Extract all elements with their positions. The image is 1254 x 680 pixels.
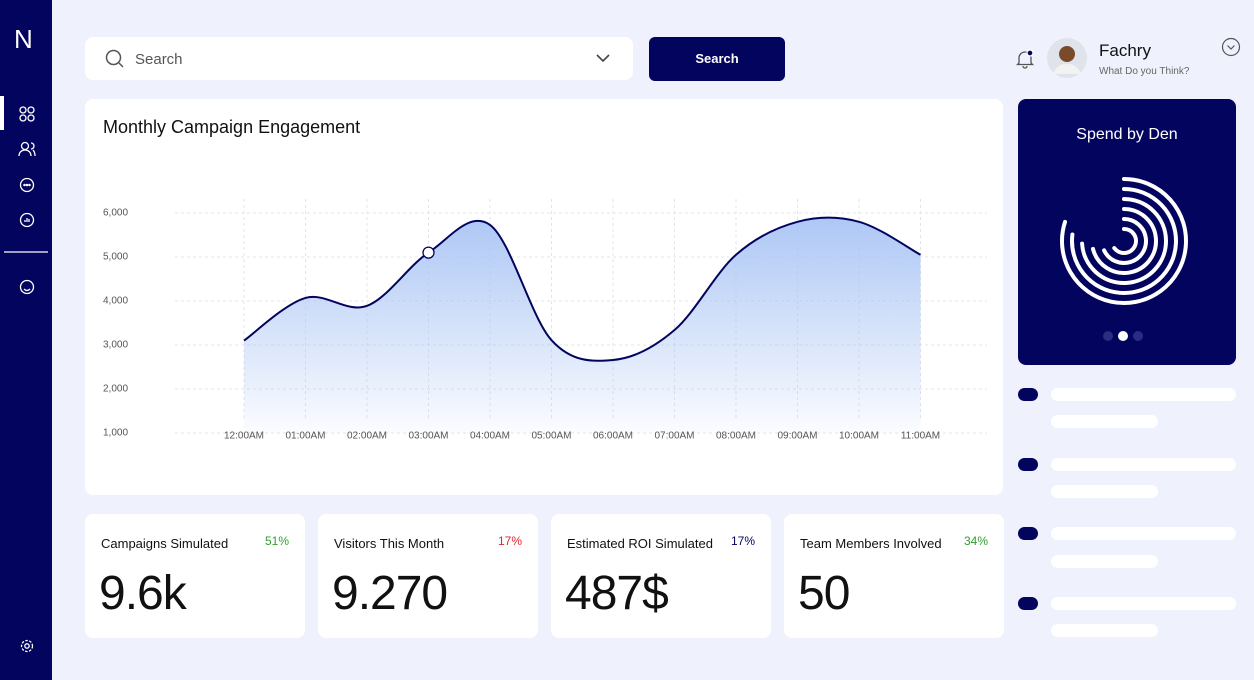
ring-arc	[1112, 227, 1138, 255]
stat-label: Estimated ROI Simulated	[567, 536, 713, 551]
stat-card: Visitors This Month 17% 9.270	[318, 514, 538, 638]
dropdown-chevron[interactable]	[595, 52, 611, 64]
x-tick-label: 12:00AM	[224, 431, 264, 442]
stat-card: Estimated ROI Simulated 17% 487$	[551, 514, 771, 638]
area	[244, 217, 921, 433]
search-placeholder: Search	[135, 51, 183, 68]
user-name: Fachry	[1099, 41, 1151, 60]
x-tick-label: 07:00AM	[654, 431, 694, 442]
stat-change: 34%	[963, 534, 988, 548]
skeleton-line	[1051, 415, 1158, 428]
skeleton-dot	[1018, 527, 1038, 540]
stat-card: Team Members Involved 34% 50	[784, 514, 1004, 638]
x-tick-label: 02:00AM	[347, 431, 387, 442]
stat-label: Team Members Involved	[800, 536, 942, 551]
chart: Monthly Campaign Engagement 1,000 2,000 3,…	[103, 117, 987, 442]
active-indicator	[0, 96, 4, 130]
line	[243, 216, 921, 362]
stat-change: 17%	[730, 534, 755, 548]
user-subtitle: What Do you Think?	[1099, 66, 1190, 77]
x-tick-label: 06:00AM	[593, 431, 633, 442]
spend-card-title: Spend by Den	[1076, 126, 1178, 143]
search-icon	[105, 49, 124, 68]
search-button[interactable]: Search	[649, 37, 785, 81]
skeleton-dot	[1018, 458, 1038, 471]
y-tick-label: 4,000	[103, 296, 128, 307]
ring-arc	[1060, 177, 1188, 305]
stat-value: 487$	[565, 567, 669, 620]
y-tick-label: 1,000	[103, 428, 128, 439]
chart-title: Monthly Campaign Engagement	[103, 117, 360, 137]
nav-icons[interactable]	[0, 100, 52, 300]
brand: N	[14, 24, 33, 54]
nav-dashboard[interactable]	[19, 106, 35, 122]
settings-icon[interactable]	[17, 637, 37, 657]
skeleton-dot	[1018, 388, 1038, 401]
stat-value: 9.6k	[99, 567, 187, 620]
x-tick-label: 08:00AM	[716, 431, 756, 442]
chart-card: Monthly Campaign Engagement 1,000 2,000 3,…	[85, 99, 1003, 495]
stat-label: Visitors This Month	[334, 536, 445, 551]
skeleton-line	[1051, 597, 1236, 610]
stat-card: Campaigns Simulated 51% 9.6k	[85, 514, 305, 638]
notification-bell[interactable]	[1014, 48, 1036, 70]
stat-value: 9.270	[332, 567, 448, 620]
ring-arc	[1102, 217, 1148, 265]
page-dot-active[interactable]	[1118, 331, 1128, 341]
x-tick-label: 01:00AM	[285, 431, 325, 442]
x-tick-label: 09:00AM	[777, 431, 817, 442]
highlight-point	[422, 246, 435, 259]
nav-reports[interactable]	[19, 212, 35, 228]
stat-value: 50	[798, 567, 850, 620]
x-tick-label: 11:00AM	[901, 431, 940, 442]
ring-arc	[1070, 187, 1178, 295]
y-tick-label: 2,000	[103, 384, 128, 395]
sidebar: N	[0, 0, 52, 680]
stat-label: Campaigns Simulated	[101, 536, 229, 551]
stat-change: 17%	[497, 534, 522, 548]
ring-arc	[1091, 207, 1158, 275]
skeleton-line	[1051, 485, 1158, 498]
y-tick-label: 3,000	[103, 340, 128, 351]
spend-rings	[1060, 177, 1188, 305]
nav-support[interactable]	[19, 279, 35, 295]
skeleton-dot	[1018, 597, 1038, 610]
spend-card: Spend by Den	[1018, 99, 1236, 365]
skeleton-line	[1051, 527, 1236, 540]
nav-messages[interactable]	[19, 177, 35, 193]
user-menu-toggle[interactable]	[1221, 37, 1241, 57]
skeleton-line	[1051, 555, 1158, 568]
skeleton-line	[1051, 624, 1158, 637]
x-tick-label: 10:00AM	[839, 431, 879, 442]
page-dot[interactable]	[1103, 331, 1113, 341]
skeleton-line	[1051, 388, 1236, 401]
skeleton-line	[1051, 458, 1236, 471]
page-dot[interactable]	[1133, 331, 1143, 341]
stat-change: 51%	[264, 534, 289, 548]
avatar[interactable]	[1047, 38, 1087, 78]
ring-arc	[1080, 197, 1168, 285]
y-tick-label: 6,000	[103, 208, 128, 219]
x-tick-label: 04:00AM	[470, 431, 510, 442]
x-tick-label: 05:00AM	[531, 431, 571, 442]
x-tick-label: 03:00AM	[408, 431, 448, 442]
search-box[interactable]: Search	[85, 37, 633, 80]
y-tick-label: 5,000	[103, 252, 128, 263]
nav-users[interactable]	[18, 141, 36, 157]
